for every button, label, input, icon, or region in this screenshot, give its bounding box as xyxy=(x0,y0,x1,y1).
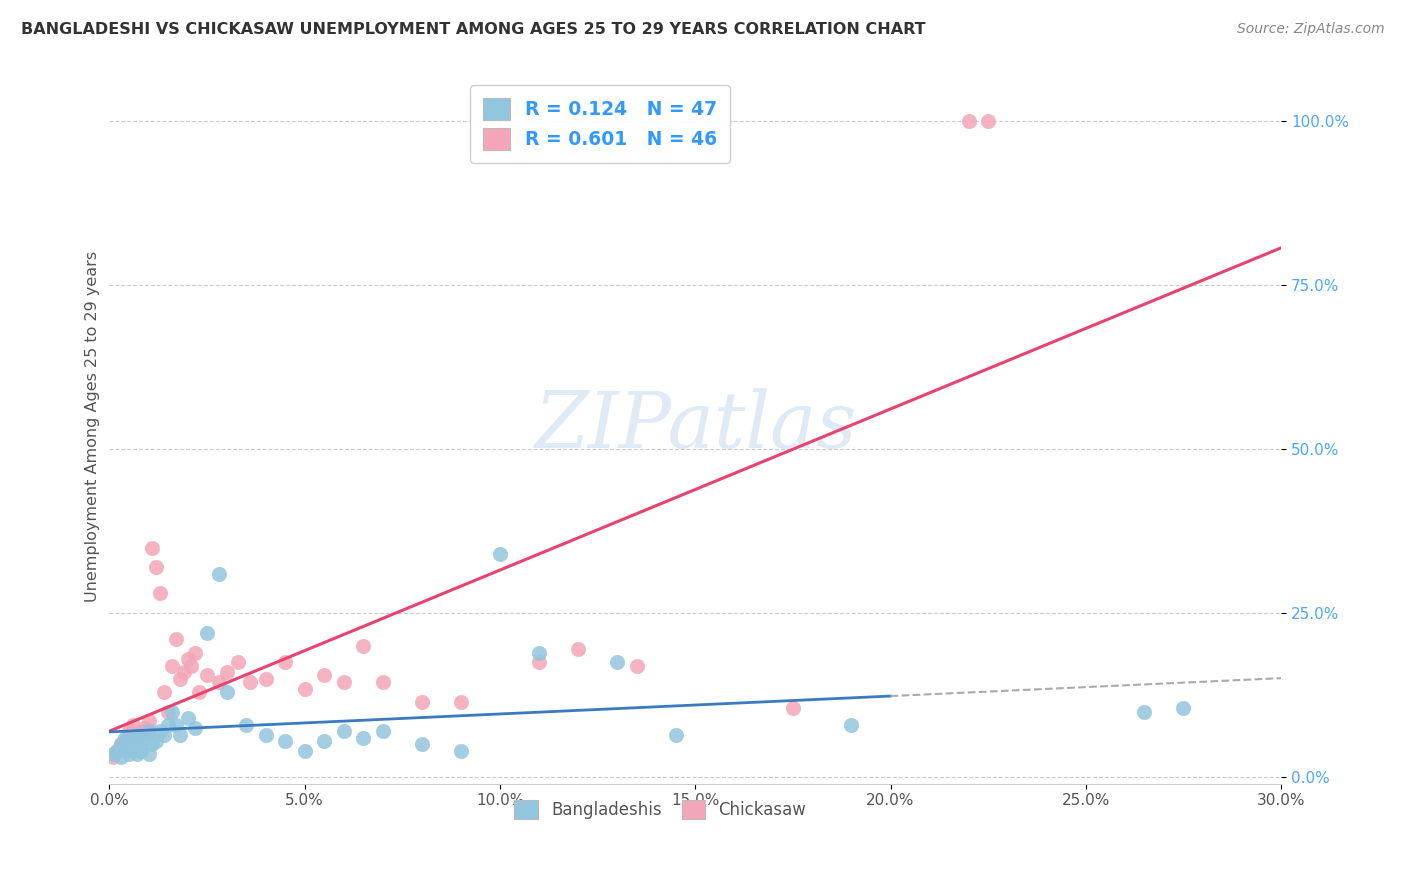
Point xyxy=(160,705,183,719)
Point xyxy=(118,747,141,762)
Point xyxy=(371,675,394,690)
Point xyxy=(489,547,512,561)
Point xyxy=(352,731,374,745)
Point xyxy=(195,668,218,682)
Point xyxy=(411,737,433,751)
Point xyxy=(103,750,125,764)
Point xyxy=(173,665,195,680)
Text: ZIPatlas: ZIPatlas xyxy=(534,388,856,464)
Point xyxy=(118,734,141,748)
Point xyxy=(160,658,183,673)
Point xyxy=(157,717,180,731)
Point xyxy=(184,721,207,735)
Point xyxy=(157,705,180,719)
Point xyxy=(371,724,394,739)
Point xyxy=(125,747,148,762)
Point xyxy=(228,656,250,670)
Point xyxy=(180,658,202,673)
Point xyxy=(110,737,132,751)
Point xyxy=(110,750,132,764)
Point xyxy=(118,731,141,745)
Point xyxy=(606,656,628,670)
Point xyxy=(169,727,191,741)
Point xyxy=(294,744,316,758)
Point xyxy=(333,724,356,739)
Point xyxy=(122,727,145,741)
Point xyxy=(129,724,152,739)
Point xyxy=(176,652,198,666)
Point xyxy=(122,744,145,758)
Point xyxy=(145,734,167,748)
Point xyxy=(1133,705,1156,719)
Point xyxy=(333,675,356,690)
Point xyxy=(1173,701,1195,715)
Point xyxy=(411,695,433,709)
Point xyxy=(118,724,141,739)
Point xyxy=(134,721,156,735)
Point xyxy=(314,734,336,748)
Point xyxy=(129,744,152,758)
Point xyxy=(122,731,145,745)
Point xyxy=(138,714,160,729)
Point xyxy=(314,668,336,682)
Point xyxy=(153,727,176,741)
Point xyxy=(274,734,297,748)
Point xyxy=(125,727,148,741)
Point xyxy=(254,672,277,686)
Point xyxy=(149,724,172,739)
Point xyxy=(239,675,262,690)
Point xyxy=(134,731,156,745)
Point xyxy=(141,737,163,751)
Point xyxy=(195,625,218,640)
Point xyxy=(188,685,211,699)
Point xyxy=(114,734,136,748)
Point xyxy=(114,744,136,758)
Point xyxy=(977,114,1000,128)
Point xyxy=(138,724,160,739)
Point xyxy=(105,744,128,758)
Point xyxy=(153,685,176,699)
Point xyxy=(957,114,980,128)
Point xyxy=(110,737,132,751)
Point xyxy=(125,731,148,745)
Y-axis label: Unemployment Among Ages 25 to 29 years: Unemployment Among Ages 25 to 29 years xyxy=(86,251,100,602)
Point xyxy=(169,672,191,686)
Point xyxy=(450,695,472,709)
Point xyxy=(665,727,688,741)
Point xyxy=(294,681,316,696)
Point xyxy=(103,747,125,762)
Point xyxy=(567,642,589,657)
Point xyxy=(165,717,187,731)
Point xyxy=(208,566,231,581)
Point xyxy=(122,717,145,731)
Point xyxy=(149,586,172,600)
Point xyxy=(165,632,187,647)
Point xyxy=(274,656,297,670)
Point xyxy=(527,646,550,660)
Legend: Bangladeshis, Chickasaw: Bangladeshis, Chickasaw xyxy=(508,793,813,825)
Point xyxy=(138,747,160,762)
Point xyxy=(841,717,863,731)
Point xyxy=(352,639,374,653)
Point xyxy=(145,560,167,574)
Point xyxy=(235,717,257,731)
Point xyxy=(782,701,804,715)
Point xyxy=(450,744,472,758)
Point xyxy=(138,724,160,739)
Point xyxy=(184,646,207,660)
Text: BANGLADESHI VS CHICKASAW UNEMPLOYMENT AMONG AGES 25 TO 29 YEARS CORRELATION CHAR: BANGLADESHI VS CHICKASAW UNEMPLOYMENT AM… xyxy=(21,22,925,37)
Point xyxy=(626,658,648,673)
Point xyxy=(527,656,550,670)
Point xyxy=(254,727,277,741)
Point xyxy=(105,744,128,758)
Point xyxy=(215,685,238,699)
Text: Source: ZipAtlas.com: Source: ZipAtlas.com xyxy=(1237,22,1385,37)
Point xyxy=(129,737,152,751)
Point xyxy=(215,665,238,680)
Point xyxy=(176,711,198,725)
Point xyxy=(114,731,136,745)
Point xyxy=(141,541,163,555)
Point xyxy=(208,675,231,690)
